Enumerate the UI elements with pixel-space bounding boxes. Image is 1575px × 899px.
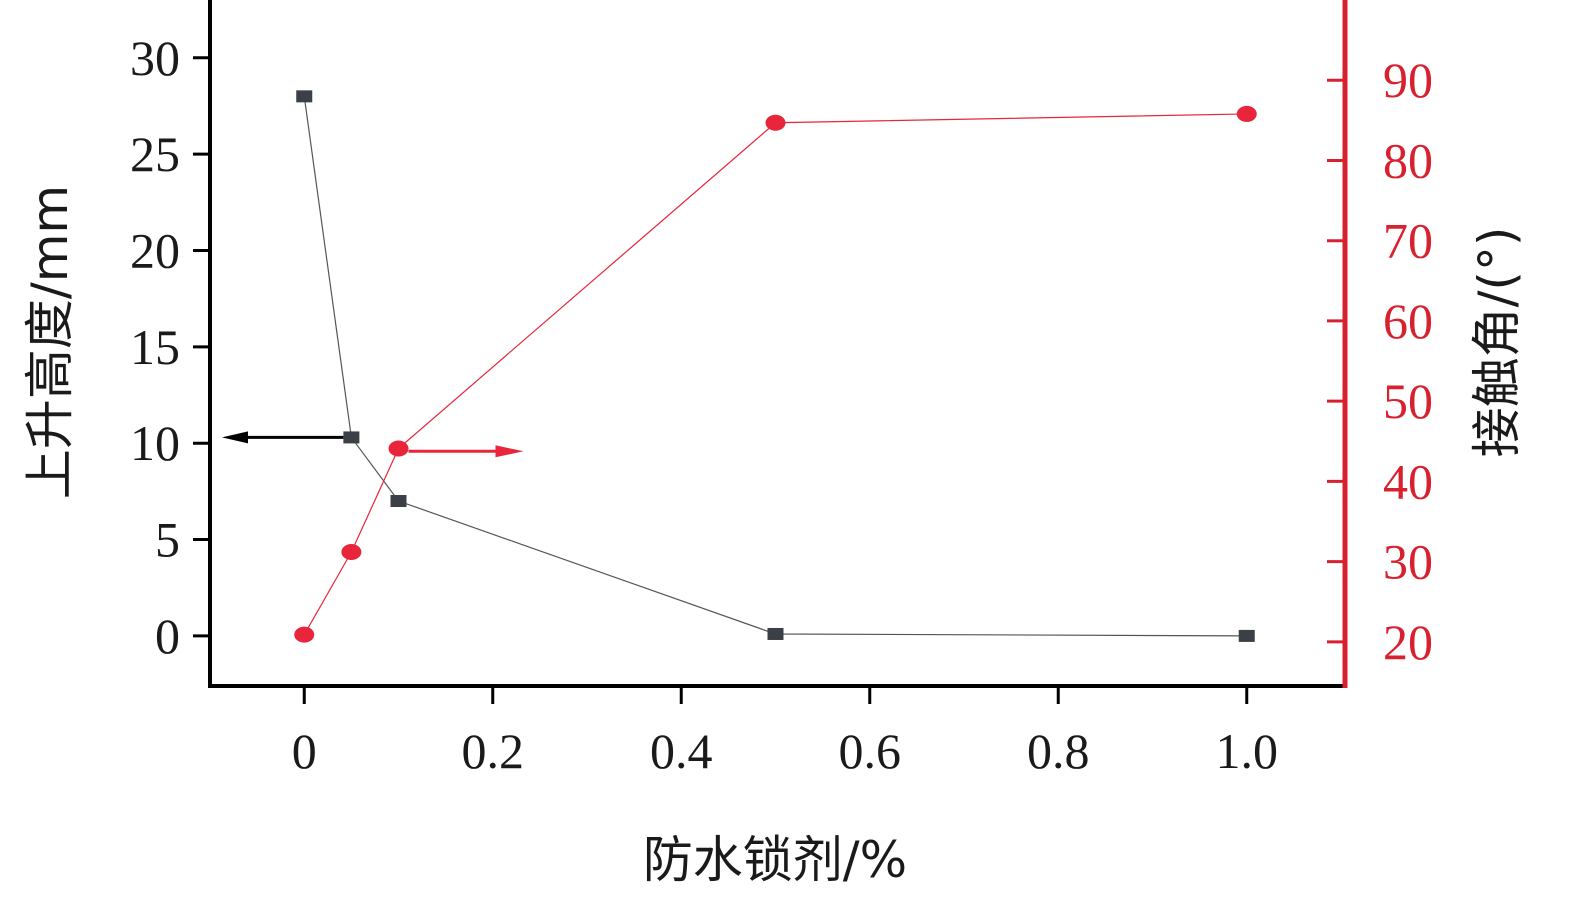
axes-group: 0 0.2 0.4 0.6 0.8 1.0 0 5 10 15 20 25 30 20 30 40 50 60 70… [130,0,1433,779]
series-lines [303,96,1247,637]
series-markers [294,90,1257,643]
left-y-tick-label: 20 [130,223,180,279]
rise-height-point [296,90,313,103]
annotations [222,431,524,458]
contact-angle-point [1236,105,1257,122]
x-tick-label: 0.4 [650,723,713,779]
rise-height-point [343,431,360,444]
right-y-tick-label: 80 [1383,132,1433,188]
right-y-tick-label: 30 [1383,534,1433,590]
right-y-tick-label: 60 [1383,293,1433,349]
left-axis-arrow-head [222,431,248,444]
right-y-tick-label: 40 [1383,453,1433,509]
contact-angle-point [294,626,315,643]
contact-angle-point [341,544,362,561]
left-y-tick-label: 5 [155,512,180,568]
x-tick-label: 0.2 [462,723,525,779]
x-tick-label: 0 [292,723,317,779]
left-y-tick-label: 0 [155,608,180,664]
right-y-tick-label: 70 [1383,213,1433,269]
right-y-tick-label: 50 [1383,373,1433,429]
x-axis-title: 防水锁剂/% [643,831,907,889]
contact-angle-series-line [303,113,1247,635]
contact-angle-point [765,114,786,131]
right-y-tick-label: 90 [1383,52,1433,108]
contact-angle-point [388,440,409,457]
right-axis-arrow-head [495,445,524,458]
right-y-tick-label: 20 [1383,614,1433,670]
left-y-tick-label: 30 [130,30,180,86]
x-tick-label: 0.8 [1027,723,1090,779]
left-y-tick-label: 25 [130,126,180,182]
x-tick-label: 1.0 [1216,723,1279,779]
rise-height-point [1238,629,1255,642]
left-y-tick-label: 15 [130,319,180,375]
rise-height-point [390,495,407,508]
right-y-axis-title: 接触角/(°) [1468,227,1526,458]
left-y-tick-label: 10 [130,415,180,471]
rise-height-series-line [303,96,1247,637]
rise-height-point [767,627,784,640]
left-y-axis-title: 上升高度/mm [21,185,79,499]
x-tick-label: 0.6 [839,723,902,779]
